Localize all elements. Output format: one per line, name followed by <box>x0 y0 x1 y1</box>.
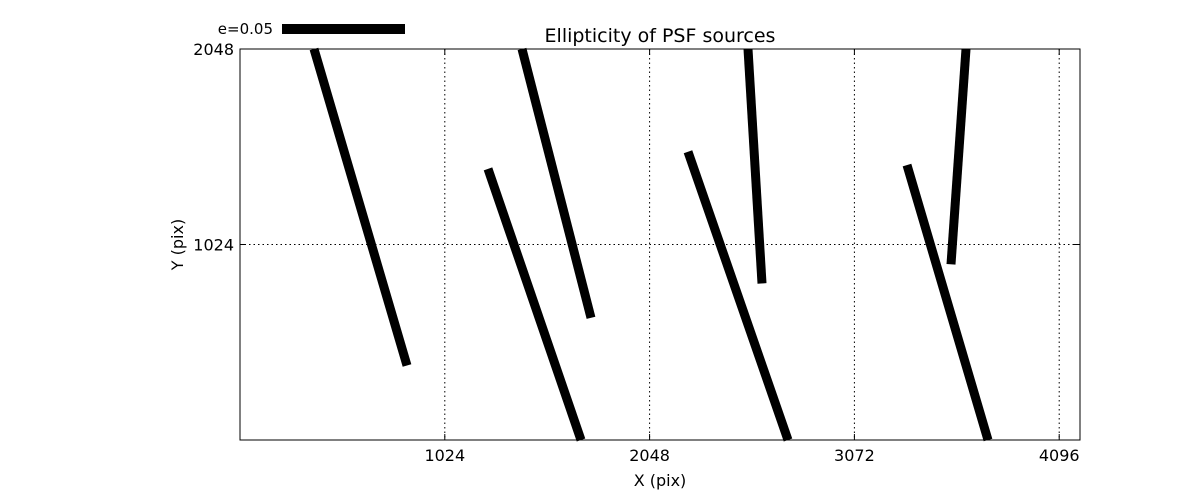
ellipticity-sticks <box>309 47 993 442</box>
y-tick-label: 2048 <box>193 40 234 59</box>
x-tick-label: 2048 <box>629 446 670 465</box>
x-tick-label: 1024 <box>424 446 465 465</box>
legend-label: e=0.05 <box>218 20 273 38</box>
legend: e=0.05 <box>218 20 405 38</box>
y-tick-label: 1024 <box>193 236 234 255</box>
chart-title: Ellipticity of PSF sources <box>545 25 776 47</box>
x-tick-label: 4096 <box>1039 446 1080 465</box>
ellipticity-stick <box>946 48 971 265</box>
x-tick-label: 3072 <box>834 446 875 465</box>
axis-ticks: 1024 2048 3072 4096 1024 2048 <box>193 40 1080 465</box>
ellipticity-stick <box>483 167 586 442</box>
ellipticity-stick <box>517 47 596 319</box>
ellipticity-stick <box>743 48 767 284</box>
ellipticity-stick <box>309 47 412 367</box>
ellipticity-stick <box>683 150 793 442</box>
y-axis-label: Y (pix) <box>168 219 187 271</box>
x-axis-label: X (pix) <box>634 471 687 490</box>
ellipticity-stick <box>902 163 993 442</box>
